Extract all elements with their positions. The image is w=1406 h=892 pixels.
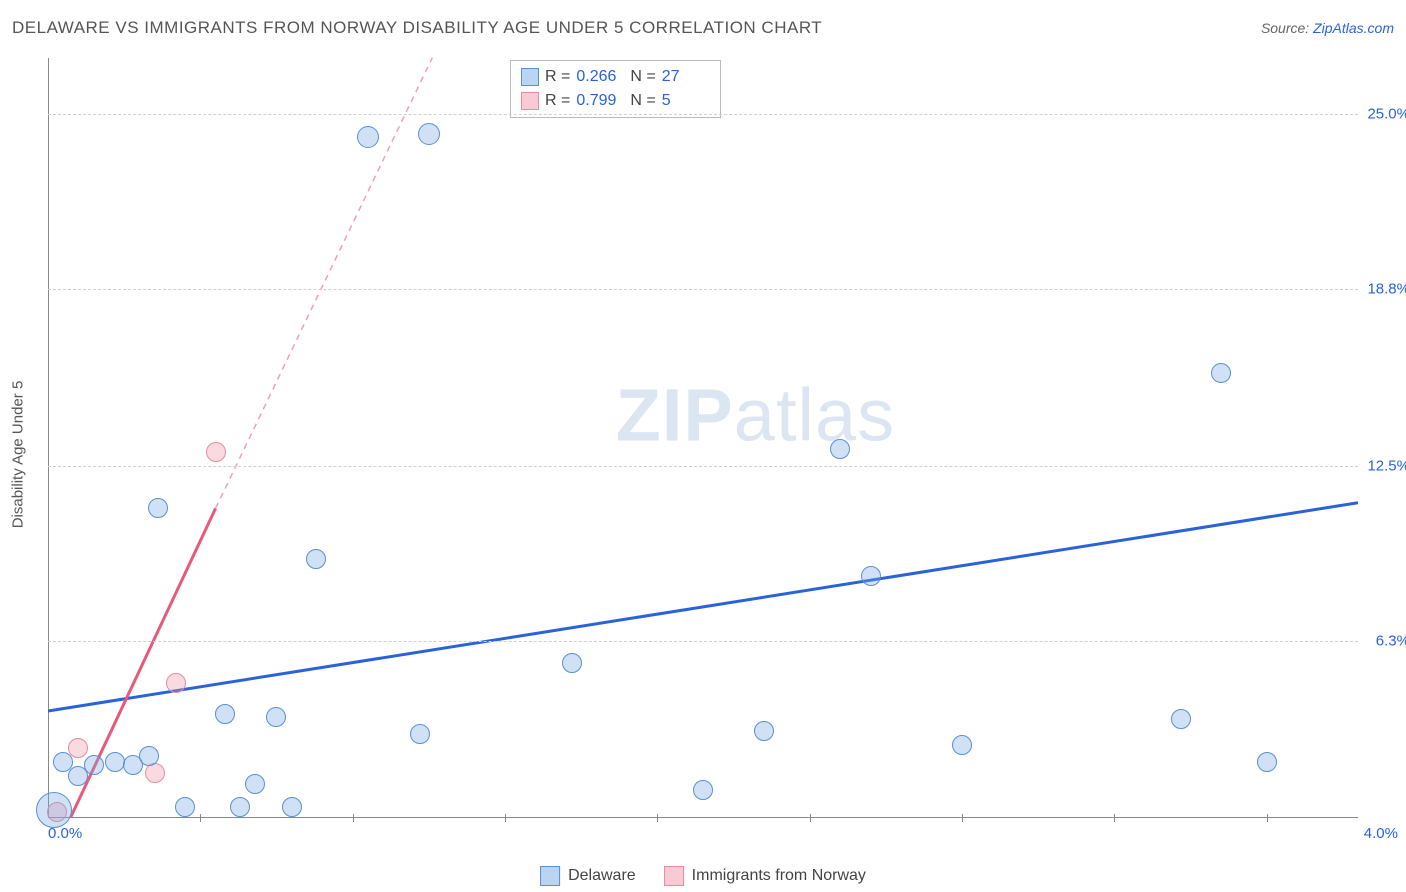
- data-point: [215, 704, 235, 724]
- n-value-pink: 5: [662, 89, 710, 113]
- n-value-blue: 27: [662, 65, 710, 89]
- data-point: [266, 707, 286, 727]
- data-point: [166, 673, 186, 693]
- title-bar: DELAWARE VS IMMIGRANTS FROM NORWAY DISAB…: [12, 18, 1394, 38]
- legend-label-blue: Delaware: [568, 867, 636, 885]
- source-prefix: Source:: [1261, 20, 1313, 36]
- scatter-plot: ZIPatlas R = 0.266 N = 27 R = 0.799 N = …: [48, 58, 1358, 818]
- y-axis-label: Disability Age Under 5: [10, 381, 27, 529]
- swatch-blue-icon: [540, 866, 560, 886]
- data-point: [562, 653, 582, 673]
- n-label: N =: [630, 65, 655, 89]
- swatch-blue-icon: [521, 68, 539, 86]
- gridline: [48, 466, 1358, 467]
- swatch-pink-icon: [664, 866, 684, 886]
- r-label: R =: [545, 89, 570, 113]
- data-point: [1211, 363, 1231, 383]
- y-tick-label: 6.3%: [1376, 632, 1406, 649]
- data-point: [357, 126, 379, 148]
- bottom-legend: Delaware Immigrants from Norway: [540, 866, 866, 886]
- r-value-pink: 0.799: [576, 89, 624, 113]
- x-label-min: 0.0%: [48, 825, 82, 842]
- data-point: [861, 566, 881, 586]
- y-tick-label: 18.8%: [1367, 280, 1406, 297]
- data-point: [68, 738, 88, 758]
- x-tick: [1267, 814, 1268, 822]
- chart-title: DELAWARE VS IMMIGRANTS FROM NORWAY DISAB…: [12, 18, 822, 38]
- x-tick: [200, 814, 201, 822]
- trend-lines: [48, 58, 1358, 818]
- r-label: R =: [545, 65, 570, 89]
- legend-item-blue: Delaware: [540, 866, 636, 886]
- data-point: [282, 797, 302, 817]
- gridline: [48, 289, 1358, 290]
- data-point: [148, 498, 168, 518]
- legend-label-pink: Immigrants from Norway: [692, 867, 866, 885]
- data-point: [418, 123, 440, 145]
- x-tick: [657, 814, 658, 822]
- data-point: [693, 780, 713, 800]
- data-point: [245, 774, 265, 794]
- data-point: [1257, 752, 1277, 772]
- x-tick: [505, 814, 506, 822]
- source-link[interactable]: ZipAtlas.com: [1313, 20, 1394, 36]
- data-point: [36, 792, 72, 828]
- r-value-blue: 0.266: [576, 65, 624, 89]
- x-tick: [962, 814, 963, 822]
- data-point: [754, 721, 774, 741]
- y-tick-label: 25.0%: [1367, 106, 1406, 123]
- data-point: [1171, 709, 1191, 729]
- data-point: [139, 746, 159, 766]
- stats-row-blue: R = 0.266 N = 27: [521, 65, 710, 89]
- data-point: [410, 724, 430, 744]
- data-point: [230, 797, 250, 817]
- x-label-max: 4.0%: [1364, 825, 1398, 842]
- data-point: [830, 439, 850, 459]
- legend-item-pink: Immigrants from Norway: [664, 866, 866, 886]
- chart-source: Source: ZipAtlas.com: [1261, 20, 1394, 36]
- stats-row-pink: R = 0.799 N = 5: [521, 89, 710, 113]
- data-point: [84, 755, 104, 775]
- data-point: [952, 735, 972, 755]
- data-point: [206, 442, 226, 462]
- gridline: [48, 114, 1358, 115]
- stats-legend-box: R = 0.266 N = 27 R = 0.799 N = 5: [510, 60, 721, 118]
- n-label: N =: [630, 89, 655, 113]
- data-point: [175, 797, 195, 817]
- x-tick: [810, 814, 811, 822]
- y-tick-label: 12.5%: [1367, 458, 1406, 475]
- x-tick: [1114, 814, 1115, 822]
- data-point: [105, 752, 125, 772]
- data-point: [306, 549, 326, 569]
- swatch-pink-icon: [521, 92, 539, 110]
- x-tick: [353, 814, 354, 822]
- gridline: [48, 641, 1358, 642]
